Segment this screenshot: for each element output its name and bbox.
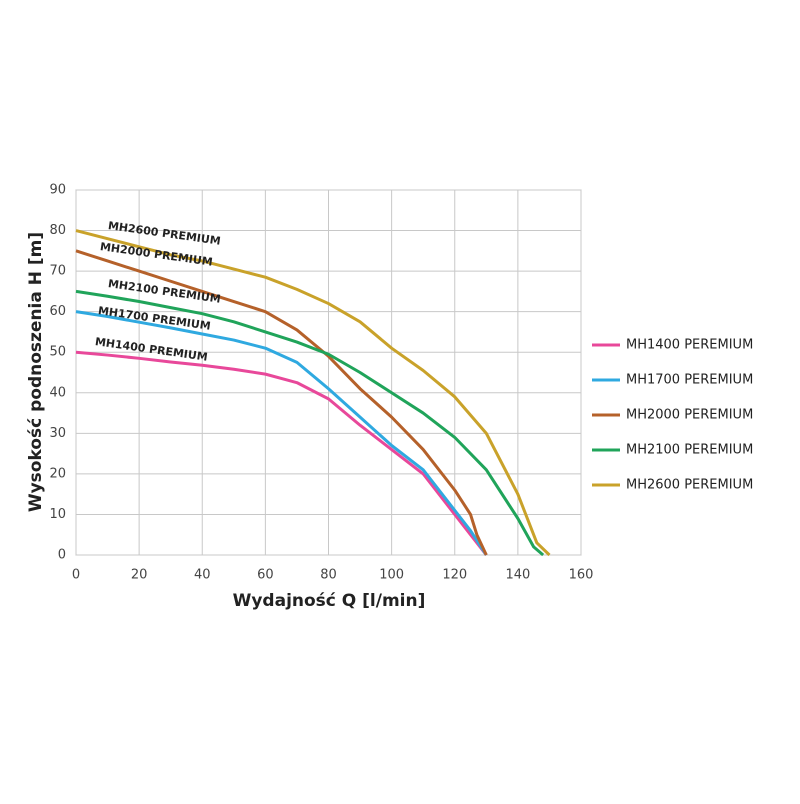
series-line xyxy=(75,229,551,557)
y-tick-label: 40 xyxy=(49,385,66,400)
x-tick-label: 120 xyxy=(442,568,467,583)
x-tick-label: 160 xyxy=(569,568,594,583)
y-tick-label: 60 xyxy=(49,304,66,319)
x-tick-label: 100 xyxy=(379,568,404,583)
series-line xyxy=(75,310,488,556)
legend-label: MH1400 PEREMIUM xyxy=(626,338,753,353)
x-tick-label: 0 xyxy=(72,568,80,583)
y-tick-label: 50 xyxy=(49,345,66,360)
y-tick-label: 30 xyxy=(49,426,66,441)
legend-label: MH2000 PEREMIUM xyxy=(626,408,753,423)
x-tick-label: 40 xyxy=(194,568,211,583)
y-tick-label: 90 xyxy=(49,183,66,198)
x-tick-label: 20 xyxy=(131,568,148,583)
y-tick-label: 20 xyxy=(49,466,66,481)
x-tick-label: 140 xyxy=(505,568,530,583)
series-line xyxy=(75,350,488,556)
x-tick-label: 60 xyxy=(257,568,274,583)
legend-label: MH2600 PEREMIUM xyxy=(626,478,753,493)
y-tick-label: 10 xyxy=(49,507,66,522)
series-line xyxy=(75,289,545,557)
y-tick-label: 70 xyxy=(49,264,66,279)
y-tick-label: 0 xyxy=(58,548,66,563)
series-line xyxy=(75,249,488,556)
x-tick-label: 80 xyxy=(320,568,337,583)
y-axis-title: Wysokość podnoszenia H [m] xyxy=(26,232,46,512)
legend-label: MH2100 PEREMIUM xyxy=(626,443,753,458)
y-tick-label: 80 xyxy=(49,223,66,238)
legend-label: MH1700 PEREMIUM xyxy=(626,373,753,388)
x-axis-title: Wydajność Q [l/min] xyxy=(233,591,426,611)
